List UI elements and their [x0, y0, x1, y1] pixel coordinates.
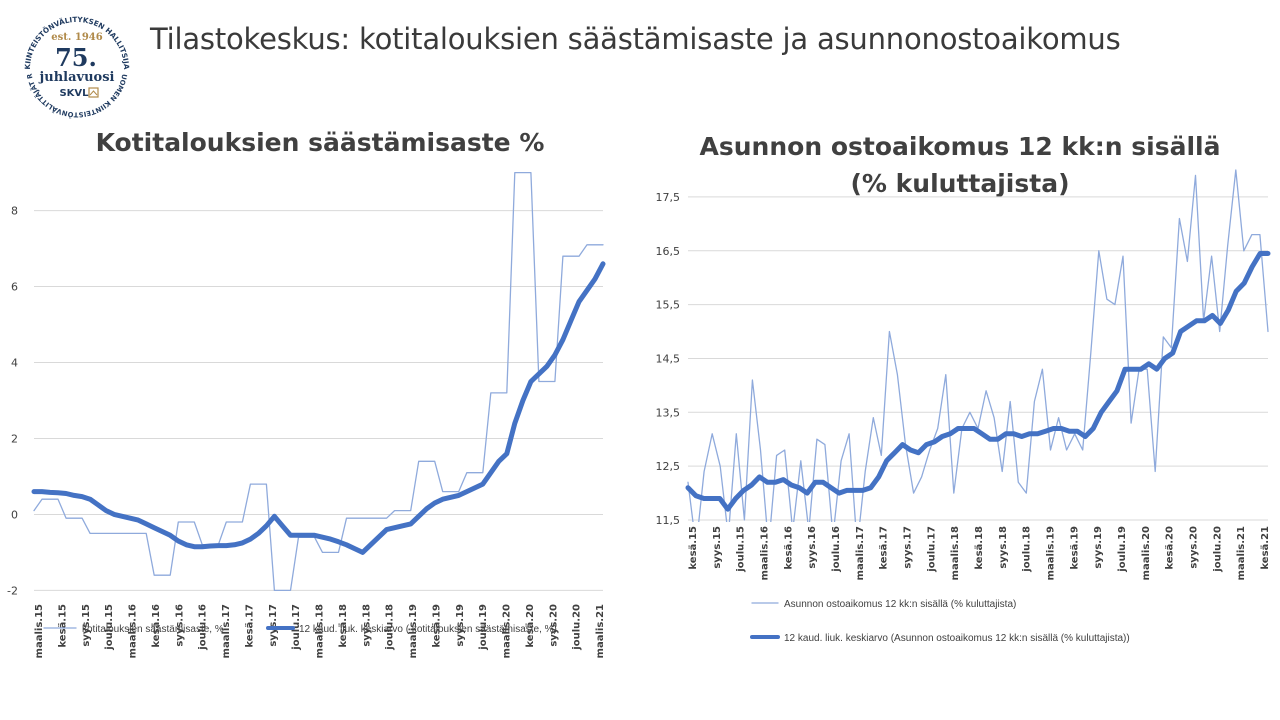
chart1-x-tick-label: maalis.15	[34, 604, 45, 658]
chart1-y-tick-label: 8	[11, 205, 18, 218]
chart2-x-tick-label: kesä.21	[1260, 526, 1271, 570]
chart2-x-tick-label: syys.20	[1189, 526, 1200, 569]
chart2-x-tick-label: maalis.21	[1236, 526, 1247, 580]
chart1-y-tick-label: 0	[11, 508, 18, 521]
chart2-x-tick-label: maalis.19	[1046, 526, 1057, 580]
chart2-y-tick-label: 13,5	[656, 406, 681, 419]
chart2-x-tick-label: kesä.20	[1165, 526, 1176, 570]
chart2-legend-label: 12 kaud. liuk. keskiarvo (Asunnon ostoai…	[784, 633, 1130, 644]
logo-org-text: SKVL	[59, 88, 89, 99]
chart2-x-tick-label: kesä.17	[879, 526, 890, 570]
chart2-x-tick-label: joulu.17	[926, 526, 937, 573]
chart2-x-tick-label: kesä.19	[1069, 526, 1080, 570]
chart1-x-tick-label: maalis.20	[502, 604, 513, 658]
chart1-x-tick-label: syys.18	[361, 604, 372, 647]
chart1-x-tick-label: maalis.21	[595, 604, 606, 658]
chart1-series-moving-average-line	[31, 261, 606, 555]
chart1-y-tick-label: 2	[11, 432, 18, 445]
chart1-x-tick-label: syys.15	[81, 604, 92, 647]
logo-word-text: juhlavuosi	[39, 70, 115, 85]
chart2-y-tick-label: 15,5	[656, 299, 681, 312]
chart2-x-tick-label: joulu.19	[1117, 526, 1128, 573]
logo-est-text: est. 1946	[51, 32, 102, 43]
chart2-x-tick-label: kesä.16	[783, 526, 794, 570]
chart2-x-tick-label: joulu.18	[1022, 526, 1033, 573]
chart2-subtitle: (% kuluttajista)	[850, 169, 1070, 198]
chart1-x-tick-label: joulu.15	[104, 604, 115, 651]
chart2-title: Asunnon ostoaikomus 12 kk:n sisällä (% k…	[660, 128, 1260, 202]
chart2-y-tick-label: 11,5	[656, 514, 681, 527]
chart1-x-tick-label: maalis.17	[221, 604, 232, 658]
chart2-x-tick-label: maalis.17	[855, 526, 866, 580]
chart1-y-tick-label: -2	[7, 584, 18, 597]
skvl-75-anniversary-logo: KIINTEISTÖNVÄLITYKSEN HALLITSIJA SUOMEN …	[18, 10, 131, 119]
chart1-x-tick-label: joulu.18	[385, 604, 396, 651]
chart1-x-tick-label: maalis.18	[315, 604, 326, 658]
chart2-x-tick-label: joulu.16	[831, 526, 842, 573]
chart1-x-tick-label: kesä.15	[57, 604, 68, 648]
chart2-x-tick-label: syys.19	[1093, 526, 1104, 569]
chart1-x-tick-label: syys.17	[268, 604, 279, 647]
chart2-y-tick-label: 17,5	[656, 191, 681, 204]
chart2-x-tick-label: joulu.20	[1212, 526, 1223, 573]
chart2-y-tick-label: 12,5	[656, 460, 681, 473]
chart2-x-tick-label: maalis.20	[1141, 526, 1152, 580]
chart1-x-tick-label: syys.19	[455, 604, 466, 647]
chart1-y-tick-label: 6	[11, 281, 18, 294]
chart2-legend-label: Asunnon ostoaikomus 12 kk:n sisällä (% k…	[784, 599, 1016, 610]
chart2-x-tick-label: syys.16	[807, 526, 818, 569]
chart2-x-tick-label: joulu.15	[736, 526, 747, 573]
chart2-x-tick-label: kesä.18	[974, 526, 985, 570]
logo-number-text: 75.	[55, 43, 97, 72]
chart1-x-tick-label: kesä.20	[525, 604, 536, 648]
chart2-x-tick-label: kesä.15	[688, 526, 699, 570]
chart2-x-tick-label: syys.17	[903, 526, 914, 569]
chart2-y-tick-label: 14,5	[656, 352, 681, 365]
chart1-y-tick-label: 4	[11, 357, 18, 370]
chart2-x-tick-label: syys.15	[712, 526, 723, 569]
chart2-x-tick-label: maalis.18	[950, 526, 961, 580]
chart1-x-tick-label: joulu.19	[478, 604, 489, 651]
chart2-title-line1: Asunnon ostoaikomus 12 kk:n sisällä	[699, 132, 1221, 161]
chart1-x-tick-label: kesä.18	[338, 604, 349, 648]
chart1-legend-label: kotitalouksien säästämisaste, %	[82, 624, 224, 635]
chart1-x-tick-label: joulu.17	[291, 604, 302, 651]
chart1-x-tick-label: kesä.19	[431, 604, 442, 648]
chart1-x-tick-label: joulu.16	[198, 604, 209, 651]
chart2-series-moving-average-line	[685, 251, 1271, 512]
chart2-x-tick-label: maalis.16	[760, 526, 771, 580]
chart1-x-tick-label: maalis.16	[128, 604, 139, 658]
page-title: Tilastokeskus: kotitalouksien säästämisa…	[150, 22, 1121, 56]
chart1-x-tick-label: joulu.20	[572, 604, 583, 651]
chart1-series-raw-line	[33, 171, 604, 592]
chart1-x-tick-label: kesä.16	[151, 604, 162, 648]
chart1-x-tick-label: syys.20	[548, 604, 559, 647]
chart1-x-tick-label: maalis.19	[408, 604, 419, 658]
chart1-legend-label: 12 kaud. liuk. keskiarvo ( kotitalouksie…	[299, 624, 557, 635]
chart1-x-tick-label: syys.16	[174, 604, 185, 647]
chart2-y-tick-label: 16,5	[656, 245, 681, 258]
house-icon	[88, 87, 99, 98]
chart2-x-tick-label: syys.18	[998, 526, 1009, 569]
chart1-title: Kotitalouksien säästämisaste %	[95, 128, 545, 157]
chart1-x-tick-label: kesä.17	[244, 604, 255, 648]
